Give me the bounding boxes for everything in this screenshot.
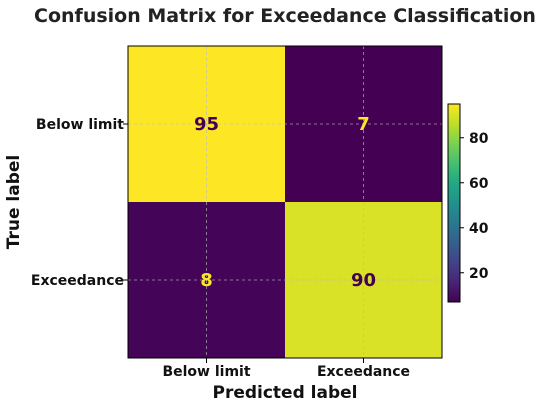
plot-frame (127, 45, 443, 359)
chart-title: Confusion Matrix for Exceedance Classifi… (34, 5, 536, 27)
cell-value-label: 90 (351, 270, 376, 291)
x-axis-label: Predicted label (212, 383, 357, 402)
y-axis-ticks: Below limit Exceedance (31, 117, 128, 289)
cell-value-label: 7 (357, 114, 370, 135)
y-axis-label: True label (4, 155, 24, 250)
matrix-cells (128, 46, 442, 358)
x-tick-label: Exceedance (317, 364, 410, 380)
colorbar-tick-label: 20 (469, 266, 489, 282)
colorbar-tick-label: 80 (469, 131, 489, 147)
colorbar (447, 103, 461, 303)
colorbar-tick-label: 40 (469, 221, 489, 237)
colorbar-ticks: 20 40 60 80 (460, 131, 489, 282)
x-tick-label: Below limit (162, 364, 250, 380)
cell-value-labels: 95 7 8 90 (194, 114, 376, 291)
cell-value-label: 95 (194, 114, 219, 135)
cell-value-label: 8 (200, 270, 213, 291)
grid-lines (128, 46, 442, 358)
y-tick-label: Below limit (36, 117, 124, 133)
y-tick-label: Exceedance (31, 273, 124, 289)
x-axis-ticks: Below limit Exceedance (162, 358, 410, 380)
colorbar-tick-label: 60 (469, 176, 489, 192)
